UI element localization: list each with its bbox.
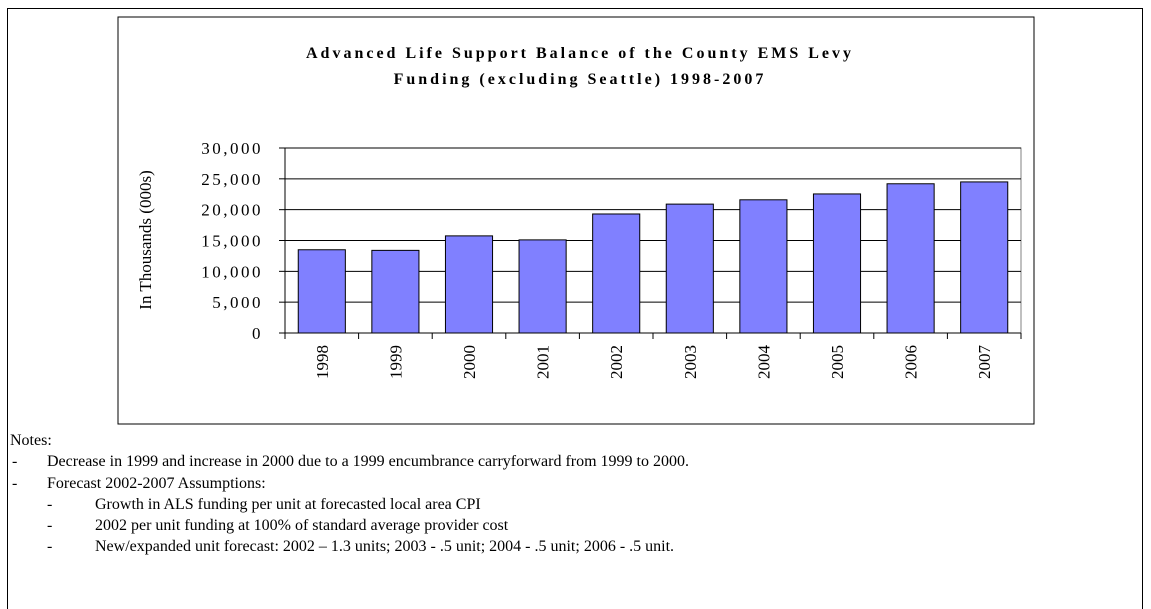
note-text: Decrease in 1999 and increase in 2000 du… xyxy=(47,453,689,471)
note-item: Decrease in 1999 and increase in 2000 du… xyxy=(10,451,689,473)
note-text: Forecast 2002-2007 Assumptions: xyxy=(47,474,266,492)
x-tick-label: 2006 xyxy=(902,345,921,379)
bar xyxy=(960,181,1009,334)
y-tick-label: 30,000 xyxy=(201,139,263,158)
bar xyxy=(297,249,346,334)
x-tick-label: 1999 xyxy=(386,345,405,379)
y-tick-label: 15,000 xyxy=(201,232,263,251)
bar xyxy=(886,183,935,334)
bar xyxy=(592,213,641,334)
note-text: New/expanded unit forecast: 2002 – 1.3 u… xyxy=(95,538,675,556)
x-tick-label: 1998 xyxy=(313,345,332,379)
frame xyxy=(7,8,1143,609)
bar xyxy=(812,193,862,334)
notes-heading: Notes: xyxy=(10,432,52,449)
x-tick-label: 2001 xyxy=(534,345,553,379)
x-tick-label: 2000 xyxy=(460,345,479,379)
note-subitem: New/expanded unit forecast: 2002 – 1.3 u… xyxy=(47,536,689,558)
chart-title: Advanced Life Support Balance of the Cou… xyxy=(306,45,854,62)
note-subitem: Growth in ALS funding per unit at foreca… xyxy=(47,494,689,516)
notes: Notes: Decrease in 1999 and increase in … xyxy=(10,430,689,558)
y-tick-label: 5,000 xyxy=(212,293,263,312)
bar xyxy=(371,249,420,334)
y-tick-label: 20,000 xyxy=(201,201,263,220)
x-tick-label: 2002 xyxy=(607,345,626,379)
chart-frame xyxy=(117,16,1035,425)
bar xyxy=(518,239,567,334)
note-text: Growth in ALS funding per unit at foreca… xyxy=(95,495,481,513)
note-item: Forecast 2002-2007 Assumptions: Growth in… xyxy=(10,473,689,558)
note-subitem: 2002 per unit funding at 100% of standar… xyxy=(47,515,689,537)
note-list: Decrease in 1999 and increase in 2000 du… xyxy=(10,451,689,558)
x-tick-label: 2005 xyxy=(828,345,847,379)
chart-title: Funding (excluding Seattle) 1998-2007 xyxy=(394,71,767,88)
x-tick-label: 2007 xyxy=(975,345,994,380)
x-tick-label: 2004 xyxy=(754,345,773,380)
bar xyxy=(739,199,788,334)
note-text: 2002 per unit funding at 100% of standar… xyxy=(95,517,509,535)
y-tick-label: 25,000 xyxy=(201,170,263,189)
y-axis-label: In Thousands (000s) xyxy=(136,170,155,309)
note-sublist: Growth in ALS funding per unit at foreca… xyxy=(10,494,689,558)
bar xyxy=(444,235,494,334)
bar xyxy=(665,203,714,334)
x-tick-label: 2003 xyxy=(681,345,700,379)
y-tick-label: 0 xyxy=(252,324,263,343)
y-tick-label: 10,000 xyxy=(201,262,263,281)
